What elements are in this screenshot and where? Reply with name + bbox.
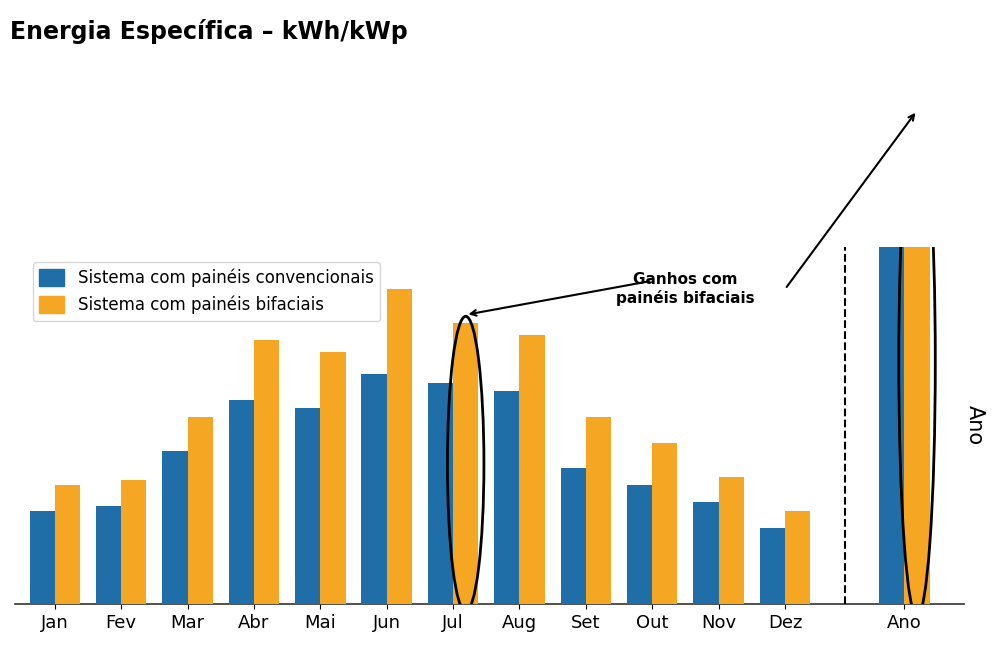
Bar	[361, 375, 387, 604]
Bar	[561, 468, 586, 604]
Bar	[519, 335, 545, 604]
Bar	[96, 505, 121, 604]
Y-axis label: Ano: Ano	[965, 406, 985, 446]
Text: Ganhos com
painéis bifaciais: Ganhos com painéis bifaciais	[616, 272, 755, 306]
Bar	[55, 485, 80, 604]
Bar	[693, 502, 719, 604]
Bar	[494, 391, 519, 604]
Bar	[879, 144, 904, 604]
Bar	[760, 528, 785, 604]
Bar	[162, 451, 188, 604]
Bar	[719, 477, 744, 604]
Bar	[320, 352, 346, 604]
Bar	[229, 400, 254, 604]
Bar	[627, 485, 652, 604]
Bar	[652, 443, 677, 604]
Text: Energia Específica – kWh/kWp: Energia Específica – kWh/kWp	[10, 19, 408, 45]
Bar	[586, 417, 611, 604]
Bar	[785, 510, 810, 604]
Bar	[295, 408, 320, 604]
Bar	[30, 510, 55, 604]
Legend: Sistema com painéis convencionais, Sistema com painéis bifaciais: Sistema com painéis convencionais, Siste…	[33, 262, 380, 321]
Bar	[254, 340, 279, 604]
Bar	[121, 480, 146, 604]
Bar	[904, 119, 930, 604]
Bar	[428, 383, 453, 604]
Bar	[387, 289, 412, 604]
Bar	[453, 324, 478, 604]
Bar	[188, 417, 213, 604]
